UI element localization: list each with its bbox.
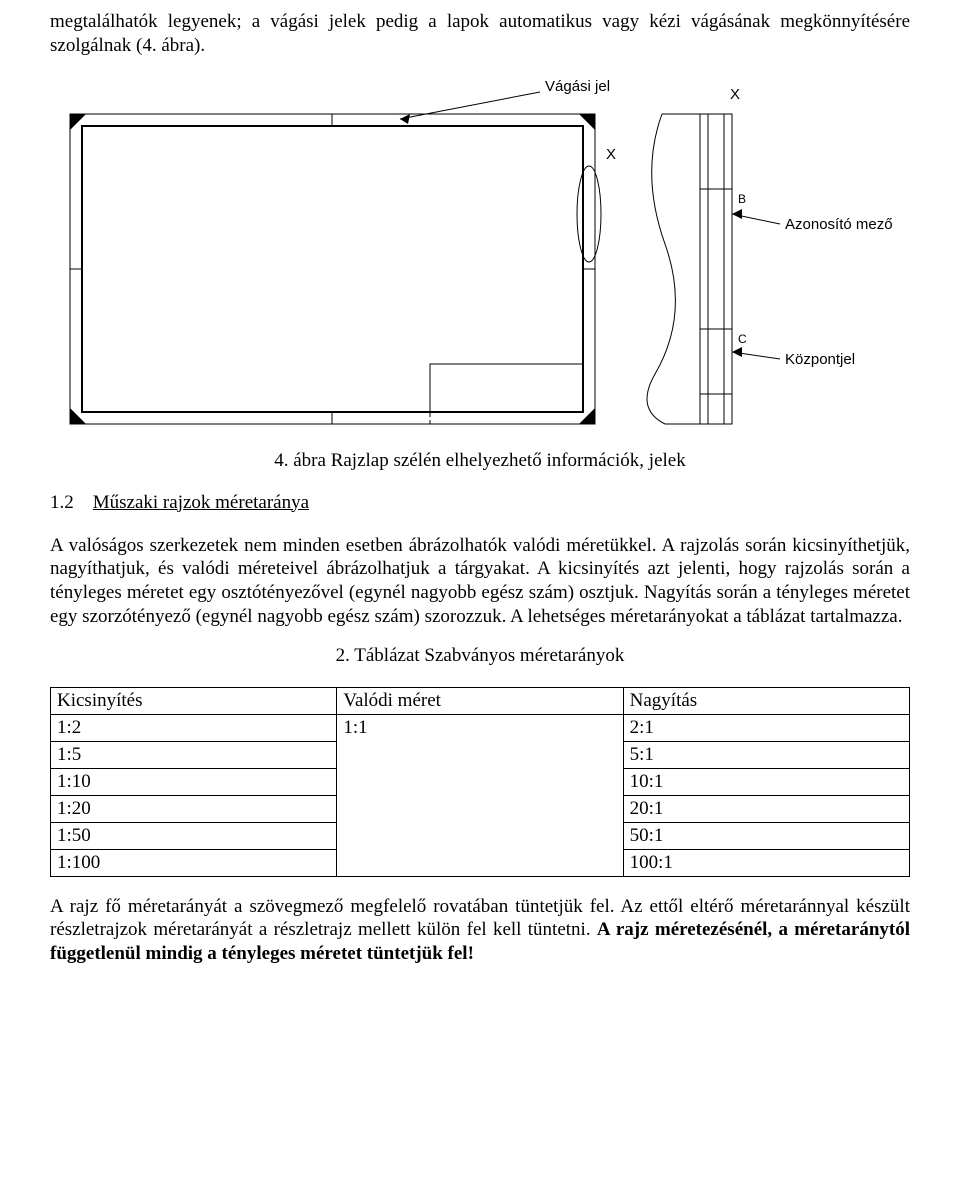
- cell-valodi-empty: [337, 822, 623, 849]
- label-x-right: X: [730, 86, 740, 103]
- table-row: 1:100 100:1: [51, 849, 910, 876]
- header-kicsinyites: Kicsinyítés: [51, 687, 337, 714]
- label-x-left: X: [606, 146, 616, 163]
- cell-kicsinyites: 1:100: [51, 849, 337, 876]
- label-kozpontjel: Központjel: [785, 351, 855, 368]
- figure-4: Vágási jel X X B C Azonosító mező Közpon…: [50, 74, 910, 434]
- header-valodi: Valódi méret: [337, 687, 623, 714]
- cell-nagyitas: 2:1: [623, 714, 909, 741]
- label-c: C: [738, 332, 747, 346]
- cell-kicsinyites: 1:50: [51, 822, 337, 849]
- cell-kicsinyites: 1:5: [51, 741, 337, 768]
- header-nagyitas: Nagyítás: [623, 687, 909, 714]
- table-caption: 2. Táblázat Szabványos méretarányok: [50, 645, 910, 667]
- table-row: 1:2 1:1 2:1: [51, 714, 910, 741]
- body-paragraph: A valóságos szerkezetek nem minden esetb…: [50, 534, 910, 629]
- section-heading: 1.2 Műszaki rajzok méretaránya: [50, 492, 910, 514]
- closing-paragraph: A rajz fő méretarányát a szövegmező megf…: [50, 895, 910, 966]
- cell-valodi-empty: [337, 741, 623, 768]
- cell-valodi-empty: [337, 849, 623, 876]
- table-row: 1:5 5:1: [51, 741, 910, 768]
- label-vagasi-jel: Vágási jel: [545, 78, 610, 95]
- cell-kicsinyites: 1:20: [51, 795, 337, 822]
- section-number: 1.2: [50, 492, 88, 514]
- cell-valodi: 1:1: [337, 714, 623, 741]
- intro-paragraph: megtalálhatók legyenek; a vágási jelek p…: [50, 10, 910, 58]
- label-b: B: [738, 192, 746, 206]
- table-row: 1:50 50:1: [51, 822, 910, 849]
- table-row: 1:10 10:1: [51, 768, 910, 795]
- figure-caption: 4. ábra Rajzlap szélén elhelyezhető info…: [50, 450, 910, 472]
- cell-nagyitas: 20:1: [623, 795, 909, 822]
- cell-nagyitas: 10:1: [623, 768, 909, 795]
- cell-nagyitas: 5:1: [623, 741, 909, 768]
- table-row: 1:20 20:1: [51, 795, 910, 822]
- cell-nagyitas: 50:1: [623, 822, 909, 849]
- table-row: Kicsinyítés Valódi méret Nagyítás: [51, 687, 910, 714]
- section-title: Műszaki rajzok méretaránya: [93, 492, 309, 513]
- cell-kicsinyites: 1:2: [51, 714, 337, 741]
- cell-valodi-empty: [337, 768, 623, 795]
- cell-kicsinyites: 1:10: [51, 768, 337, 795]
- ratio-table: Kicsinyítés Valódi méret Nagyítás 1:2 1:…: [50, 687, 910, 877]
- label-azonosito: Azonosító mező: [785, 216, 893, 233]
- cell-nagyitas: 100:1: [623, 849, 909, 876]
- cell-valodi-empty: [337, 795, 623, 822]
